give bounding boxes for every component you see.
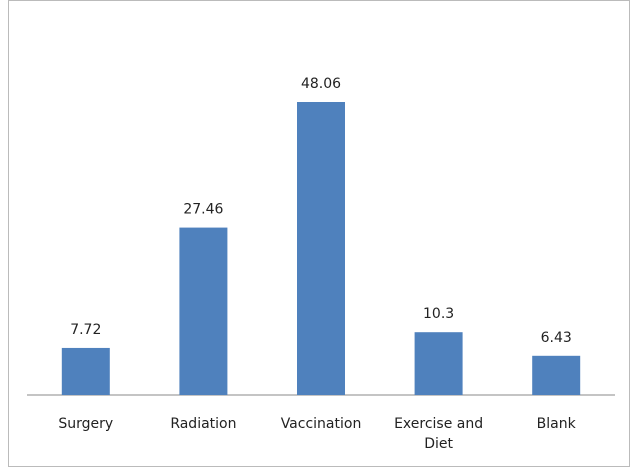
data-label: 48.06: [301, 76, 341, 92]
data-label: 27.46: [183, 202, 223, 218]
x-tick-label: Exercise and Diet: [394, 416, 483, 452]
x-tick-label: Vaccination: [281, 416, 362, 432]
bar: [61, 347, 110, 395]
x-tick-label: Radiation: [170, 416, 236, 432]
data-label: 6.43: [541, 330, 572, 346]
bar: [297, 102, 345, 395]
bar: [532, 355, 581, 395]
bar: [414, 332, 463, 395]
bar: [179, 227, 228, 395]
x-tick-label: Blank: [537, 416, 577, 432]
data-label: 7.72: [70, 322, 101, 338]
x-tick-label: Surgery: [58, 416, 113, 432]
data-label: 10.3: [423, 306, 454, 322]
